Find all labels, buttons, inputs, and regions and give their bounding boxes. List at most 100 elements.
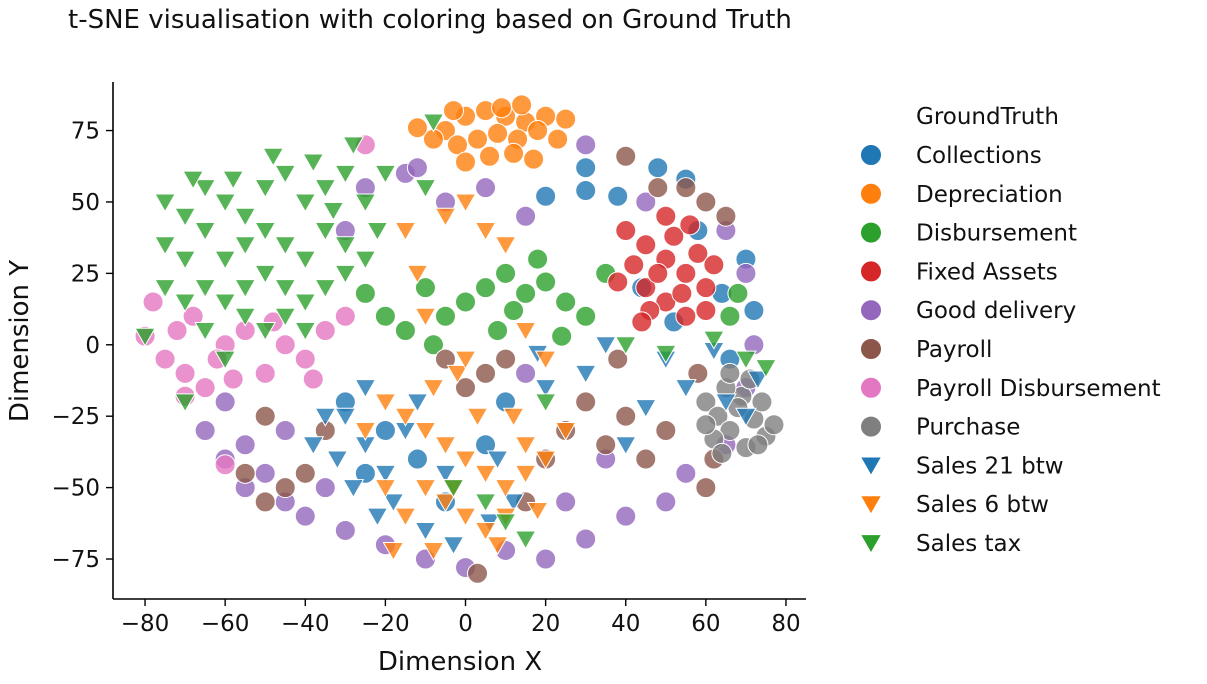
point (254, 405, 276, 427)
point (655, 491, 677, 513)
legend-marker (860, 221, 882, 244)
x-tick-label: −20 (361, 611, 410, 637)
x-tick-label: 40 (611, 611, 640, 637)
point (254, 462, 276, 484)
point (414, 307, 437, 327)
series-fixed-assets (607, 205, 725, 333)
point (494, 513, 517, 533)
legend-title: GroundTruth (916, 104, 1059, 130)
point (635, 277, 657, 299)
point (727, 282, 749, 304)
point (687, 362, 709, 384)
point (374, 464, 397, 484)
point (406, 393, 429, 413)
point (751, 391, 773, 413)
point (511, 94, 533, 116)
point (455, 377, 477, 399)
point (527, 248, 549, 270)
point (554, 421, 577, 441)
point (314, 222, 337, 242)
point (595, 434, 617, 456)
point (535, 271, 557, 293)
point (719, 362, 741, 384)
point (154, 236, 176, 256)
chart-title: t-SNE visualisation with coloring based … (68, 5, 792, 35)
legend-marker (860, 338, 882, 360)
point (655, 419, 677, 441)
series-purchase (695, 362, 785, 464)
point (434, 207, 457, 227)
point (594, 336, 617, 356)
point (515, 282, 537, 304)
point (302, 368, 324, 390)
legend-label: Disbursement (916, 221, 1077, 247)
point (743, 300, 765, 322)
point (466, 407, 489, 427)
series-depreciation (406, 94, 577, 173)
point (394, 507, 417, 527)
point (486, 450, 509, 470)
point (575, 528, 597, 550)
point (154, 279, 176, 299)
point (495, 262, 517, 284)
point (142, 291, 164, 313)
legend-marker (860, 182, 882, 205)
x-tick-label: 80 (771, 611, 800, 637)
point (406, 157, 428, 179)
legend-marker (860, 299, 882, 322)
legend-label: Fixed Assets (916, 259, 1058, 285)
point (615, 220, 637, 242)
point (234, 236, 257, 256)
point (474, 493, 497, 513)
point (675, 305, 697, 327)
point (747, 370, 769, 390)
point (314, 407, 337, 427)
y-axis-label: Dimension Y (5, 260, 35, 422)
point (314, 179, 337, 199)
y-tick-label: 25 (71, 261, 100, 287)
point (374, 164, 397, 184)
point (382, 493, 405, 513)
point (422, 334, 444, 356)
point (254, 322, 277, 342)
point (414, 421, 437, 441)
point (414, 521, 437, 541)
point (174, 393, 196, 413)
point (614, 336, 637, 356)
point (675, 462, 697, 484)
point (234, 307, 257, 327)
legend-label: Sales tax (916, 531, 1021, 557)
legend-label: Collections (916, 143, 1042, 169)
point (342, 479, 365, 499)
point (334, 519, 356, 541)
point (274, 236, 297, 256)
point (454, 350, 477, 370)
point (354, 421, 377, 441)
legend-label: Purchase (916, 415, 1020, 441)
point (134, 327, 156, 347)
point (182, 305, 204, 327)
point (194, 222, 216, 242)
point (467, 128, 489, 150)
legend-label: Sales 6 btw (916, 492, 1049, 518)
series-disbursement (354, 248, 749, 356)
point (575, 180, 597, 202)
point (166, 320, 188, 342)
point (491, 97, 513, 119)
point (671, 282, 693, 304)
point (695, 477, 717, 499)
point (534, 379, 557, 399)
point (575, 157, 597, 179)
point (534, 393, 557, 413)
point (262, 147, 285, 167)
point (422, 379, 445, 399)
y-tick-label: −25 (51, 404, 100, 430)
point (535, 548, 557, 570)
point (474, 222, 497, 242)
point (635, 234, 657, 256)
point (342, 136, 365, 156)
point (334, 305, 356, 327)
point (631, 311, 653, 333)
point (194, 179, 216, 199)
point (607, 271, 629, 293)
